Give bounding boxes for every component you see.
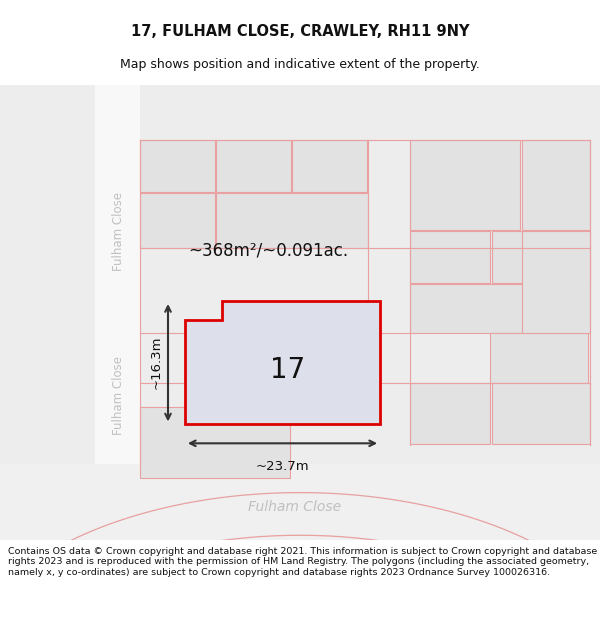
Text: ~16.3m: ~16.3m	[150, 336, 163, 389]
Bar	[490, 333, 588, 382]
Text: ~23.7m: ~23.7m	[256, 461, 310, 473]
Bar	[492, 382, 590, 444]
Bar	[140, 140, 215, 192]
Bar	[410, 284, 588, 333]
Bar	[140, 408, 290, 478]
Bar	[492, 231, 590, 283]
Text: Fulham Close: Fulham Close	[248, 500, 341, 514]
Bar	[216, 140, 291, 192]
Text: ~368m²/~0.091ac.: ~368m²/~0.091ac.	[188, 242, 348, 260]
Bar	[292, 140, 367, 192]
Text: Map shows position and indicative extent of the property.: Map shows position and indicative extent…	[120, 58, 480, 71]
Text: 17, FULHAM CLOSE, CRAWLEY, RH11 9NY: 17, FULHAM CLOSE, CRAWLEY, RH11 9NY	[131, 24, 469, 39]
Bar	[95, 85, 140, 540]
Bar	[410, 231, 490, 283]
Bar	[216, 193, 368, 248]
Text: 17: 17	[270, 356, 305, 384]
Polygon shape	[185, 301, 380, 424]
Bar	[0, 464, 600, 540]
Bar	[410, 382, 490, 444]
Bar	[522, 231, 590, 333]
Bar	[410, 140, 520, 230]
Bar	[522, 140, 590, 230]
Bar	[140, 193, 215, 248]
Text: Contains OS data © Crown copyright and database right 2021. This information is : Contains OS data © Crown copyright and d…	[8, 547, 597, 577]
Text: Fulham Close: Fulham Close	[112, 356, 125, 436]
Text: Fulham Close: Fulham Close	[112, 192, 125, 271]
